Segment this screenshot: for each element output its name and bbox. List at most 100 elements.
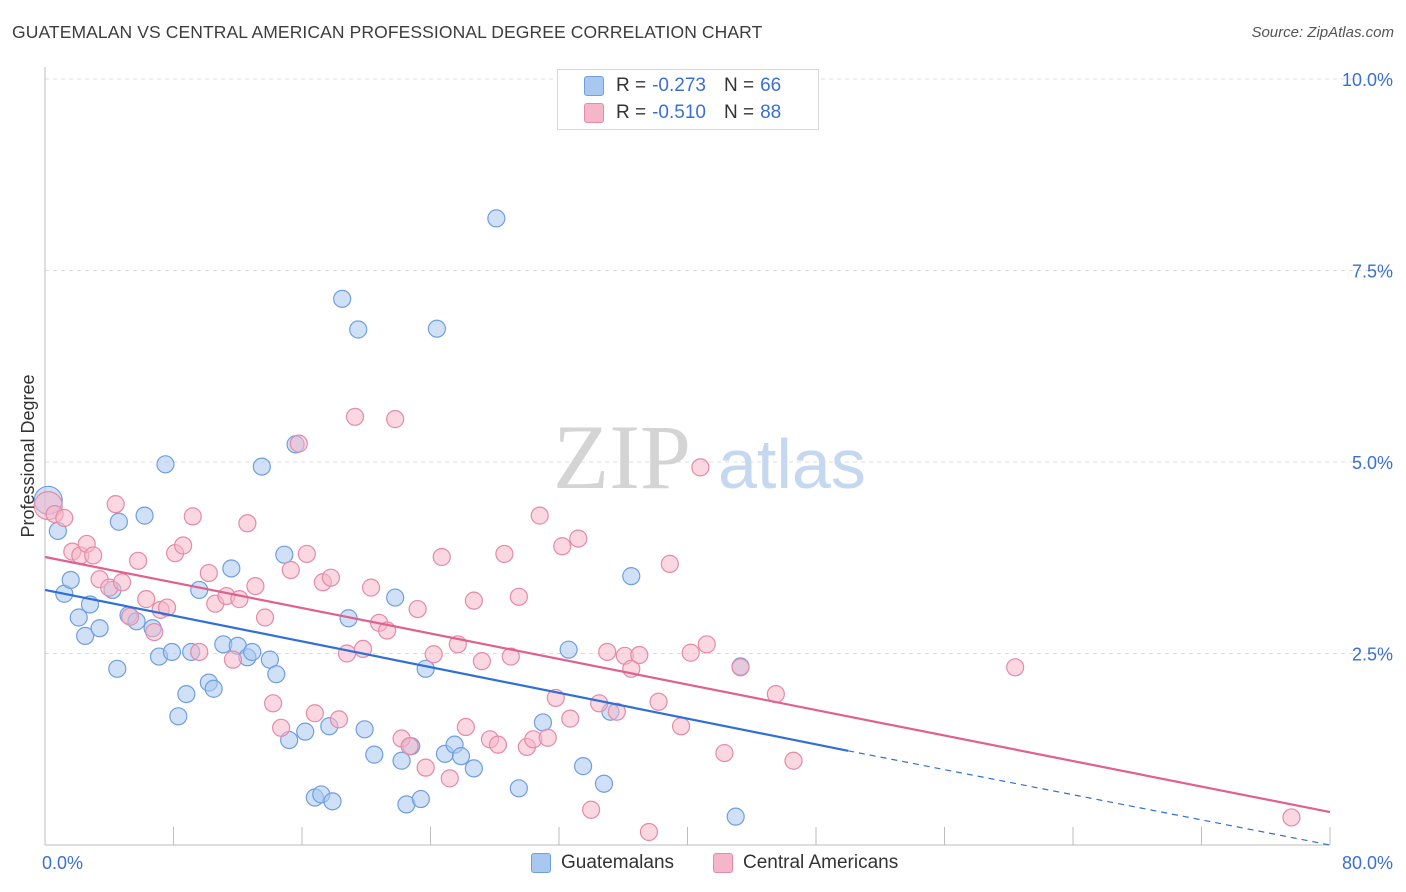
central-american-point xyxy=(553,537,572,556)
central-american-point xyxy=(715,743,734,763)
axes-layer xyxy=(44,67,1331,846)
guatemalan-point xyxy=(365,745,384,764)
watermark: ZIP atlas xyxy=(553,406,866,508)
legend-swatch-blue xyxy=(584,76,604,96)
central-american-point xyxy=(174,536,193,555)
central-american-point xyxy=(145,622,164,642)
y-tick-label: 7.5% xyxy=(1352,262,1393,282)
guatemalan-point xyxy=(427,319,447,338)
central-american-point xyxy=(731,658,750,677)
y-axis-title: Professional Degree xyxy=(18,374,38,537)
trend-line-extension xyxy=(848,750,1331,846)
guatemalan-point xyxy=(267,665,286,684)
central-american-point xyxy=(488,735,508,754)
central-american-point xyxy=(272,718,291,737)
y-tick-label: 10.0% xyxy=(1342,70,1393,90)
guatemalan-point xyxy=(726,807,745,826)
series-swatch-pink xyxy=(713,853,733,873)
central-american-point xyxy=(255,608,275,627)
guatemalan-point xyxy=(108,659,127,678)
central-american-point xyxy=(121,607,140,626)
guatemalan-point xyxy=(222,559,241,578)
x-tick-label: 0.0% xyxy=(42,853,83,873)
central-american-point xyxy=(569,529,588,548)
central-american-point xyxy=(784,751,803,770)
guatemalan-point xyxy=(573,757,593,776)
central-american-point xyxy=(55,508,74,528)
series-legend-guatemalans[interactable]: Guatemalans xyxy=(531,852,674,874)
central-american-point xyxy=(321,568,341,587)
central-american-point xyxy=(199,563,218,583)
central-american-point xyxy=(607,702,626,721)
central-american-point xyxy=(530,506,549,525)
legend-n-value: 88 xyxy=(760,102,782,123)
central-american-point xyxy=(408,599,427,619)
central-american-point xyxy=(106,495,125,514)
central-american-point xyxy=(1006,658,1025,677)
grid-layer xyxy=(45,78,1392,654)
legend-swatch-pink xyxy=(584,103,604,123)
legend-r-value: -0.273 xyxy=(652,75,706,96)
guatemalan-point xyxy=(509,779,528,798)
guatemalan-point xyxy=(90,619,109,638)
central-american-point xyxy=(112,573,132,592)
central-american-point xyxy=(329,710,349,729)
guatemalan-point xyxy=(135,506,154,525)
points-layer xyxy=(33,209,1301,842)
legend-row-central-americans: R = -0.510 N = 88 xyxy=(584,102,799,124)
guatemalan-point xyxy=(76,626,95,645)
guatemalan-point xyxy=(109,512,128,531)
guatemalan-point xyxy=(392,751,411,770)
legend-n-label: N = xyxy=(723,75,755,96)
guatemalan-point xyxy=(296,722,315,741)
central-american-point xyxy=(630,645,649,665)
central-american-point xyxy=(464,591,483,610)
legend-r-value: -0.510 xyxy=(652,102,706,123)
central-american-point xyxy=(456,717,475,737)
chart-title: GUATEMALAN VS CENTRAL AMERICAN PROFESSIO… xyxy=(12,22,763,42)
central-american-point xyxy=(337,644,357,663)
central-american-point xyxy=(1282,808,1301,827)
guatemalan-point xyxy=(622,567,641,586)
central-american-point xyxy=(129,551,148,570)
trend-line xyxy=(44,588,849,752)
central-american-point xyxy=(345,407,365,426)
central-american-point xyxy=(681,643,700,662)
central-american-point xyxy=(386,410,405,429)
guatemalan-point xyxy=(411,789,430,809)
guatemalan-point xyxy=(559,640,578,659)
central-american-point xyxy=(297,544,316,564)
guatemalan-point xyxy=(464,759,483,778)
guatemalan-point xyxy=(190,580,209,600)
central-american-point xyxy=(84,546,103,565)
guatemalan-point xyxy=(204,679,223,698)
guatemalan-point xyxy=(386,588,405,607)
guatemalan-point xyxy=(323,792,342,811)
central-american-point xyxy=(238,514,257,533)
guatemalan-point xyxy=(333,289,352,308)
source-label: Source: ZipAtlas.com xyxy=(1251,24,1394,41)
guatemalan-point xyxy=(533,713,553,732)
legend-row-guatemalans: R = -0.273 N = 66 xyxy=(584,75,799,97)
trend-line xyxy=(44,555,1331,814)
watermark-zip: ZIP xyxy=(553,406,691,508)
central-american-point xyxy=(289,434,308,453)
central-american-point xyxy=(157,598,177,617)
series-legend: Guatemalans Central Americans xyxy=(0,852,1406,876)
central-american-point xyxy=(263,694,283,713)
central-american-point xyxy=(495,544,514,564)
central-american-point xyxy=(137,590,156,609)
central-american-point xyxy=(183,507,202,526)
central-american-point xyxy=(582,800,601,819)
series-legend-central-americans[interactable]: Central Americans xyxy=(713,852,898,874)
legend-r-label: R = xyxy=(616,102,647,123)
y-tick-label: 5.0% xyxy=(1352,453,1393,473)
central-american-point xyxy=(230,590,249,609)
legend-r-label: R = xyxy=(616,75,647,96)
central-american-point xyxy=(432,547,451,567)
central-american-point xyxy=(501,647,520,666)
guatemalan-point xyxy=(169,707,188,726)
central-american-point xyxy=(639,822,659,842)
central-american-point xyxy=(660,554,679,573)
series-label: Guatemalans xyxy=(561,852,675,873)
